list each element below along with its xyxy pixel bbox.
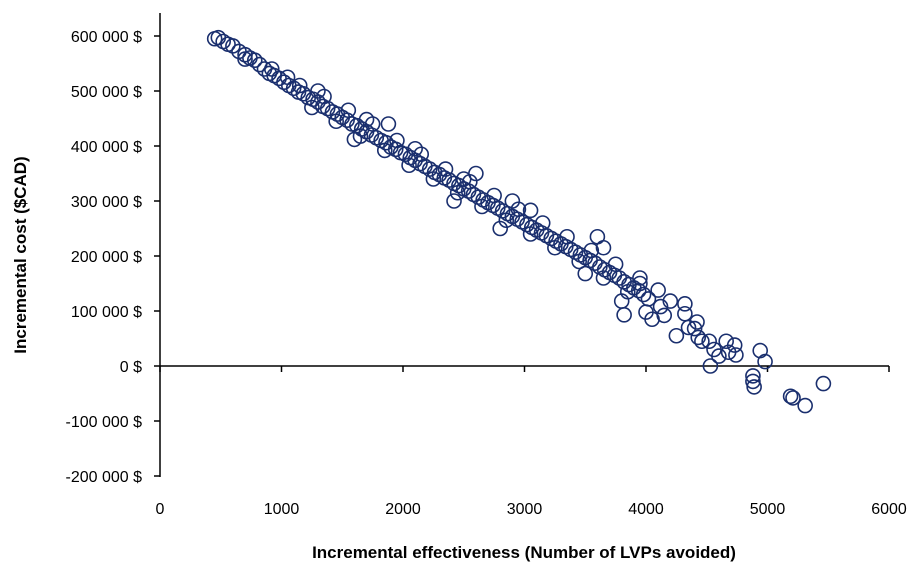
data-point <box>595 270 612 286</box>
data-point <box>358 111 375 128</box>
data-point <box>449 184 466 201</box>
data-point <box>486 187 502 204</box>
data-point <box>650 282 666 298</box>
data-point <box>376 142 393 159</box>
y-tick-label: 0 $ <box>120 359 142 376</box>
data-point <box>728 347 744 363</box>
x-tick-label: 0 <box>156 501 165 518</box>
x-axis: 0 1000 2000 3000 4000 5000 6000 <box>156 365 907 518</box>
data-point <box>711 348 727 364</box>
data-point <box>680 319 697 336</box>
y-tick-label: 300 000 $ <box>71 194 142 211</box>
data-point <box>690 329 707 346</box>
x-tick-label: 2000 <box>385 501 421 518</box>
data-point <box>346 131 363 148</box>
y-axis-title: Incremental cost ($CAD) <box>11 156 30 353</box>
data-point <box>504 193 521 209</box>
data-point <box>425 171 442 187</box>
data-point <box>310 83 326 99</box>
data-point <box>782 388 799 405</box>
data-point <box>757 353 773 370</box>
data-point <box>389 132 405 149</box>
data-point <box>616 307 632 323</box>
y-axis: -200 000 $ -100 000 $ 0 $ 100 000 $ 200 000 … <box>65 13 161 486</box>
x-tick-label: 3000 <box>507 501 543 518</box>
data-point <box>662 293 679 309</box>
x-axis-title: Incremental effectiveness (Number of LVP… <box>312 543 736 562</box>
data-point <box>702 358 719 374</box>
data-point <box>656 307 673 324</box>
data-point <box>607 256 624 273</box>
y-tick-label: 600 000 $ <box>71 29 142 46</box>
data-point <box>401 157 417 174</box>
x-tick-label: 6000 <box>871 501 907 518</box>
data-point <box>785 390 801 406</box>
data-point <box>407 140 423 157</box>
data-point <box>559 228 575 245</box>
data-point <box>630 282 647 299</box>
data-point <box>595 239 612 256</box>
data-point <box>498 212 515 229</box>
data-point <box>474 198 490 215</box>
data-point <box>677 296 693 312</box>
data-point <box>522 202 539 219</box>
y-tick-label: 100 000 $ <box>71 304 142 321</box>
data-point <box>279 69 296 86</box>
data-point <box>694 333 710 350</box>
x-tick-label: 4000 <box>628 501 664 518</box>
data-point <box>339 112 355 128</box>
data-point <box>632 270 648 286</box>
data-point <box>455 171 472 187</box>
data-point <box>686 320 703 337</box>
data-point <box>380 116 397 132</box>
data-point <box>340 102 357 119</box>
data-point <box>718 333 734 350</box>
data-point <box>547 239 563 256</box>
data-point <box>387 141 404 158</box>
x-tick-label: 1000 <box>264 501 300 518</box>
data-point <box>510 201 527 218</box>
y-ticks: -200 000 $ -100 000 $ 0 $ 100 000 $ 200 000 … <box>65 29 160 486</box>
data-point <box>745 373 761 390</box>
y-tick-label: 500 000 $ <box>71 84 142 101</box>
x-ticks: 0 1000 2000 3000 4000 5000 6000 <box>156 366 907 518</box>
data-points <box>206 29 832 414</box>
data-point <box>701 333 717 350</box>
data-point <box>446 193 462 209</box>
data-point <box>668 327 685 344</box>
data-point <box>632 275 648 292</box>
data-point <box>677 305 693 322</box>
data-point <box>304 99 320 116</box>
data-point <box>246 52 263 69</box>
data-point <box>689 314 705 330</box>
y-tick-label: 400 000 $ <box>71 139 142 156</box>
data-point <box>746 379 762 395</box>
y-tick-label: -100 000 $ <box>65 414 142 431</box>
data-point <box>635 286 652 303</box>
data-point <box>726 337 743 353</box>
data-point <box>522 226 539 242</box>
data-point <box>437 161 454 177</box>
data-point <box>745 368 761 384</box>
x-tick-label: 5000 <box>750 501 786 518</box>
data-point <box>583 242 600 259</box>
y-tick-label: 200 000 $ <box>71 249 142 266</box>
data-point <box>492 220 509 237</box>
data-point <box>577 265 594 282</box>
data-point <box>263 61 280 77</box>
data-point <box>237 46 253 63</box>
y-tick-label: -200 000 $ <box>65 469 142 486</box>
data-point <box>328 113 344 130</box>
data-point <box>797 397 813 414</box>
data-point <box>815 375 832 392</box>
data-point <box>652 298 669 315</box>
data-point <box>421 161 438 177</box>
data-point <box>571 253 587 270</box>
data-point <box>237 51 253 67</box>
data-point <box>295 85 312 102</box>
data-point <box>534 215 551 231</box>
data-point <box>291 77 308 94</box>
